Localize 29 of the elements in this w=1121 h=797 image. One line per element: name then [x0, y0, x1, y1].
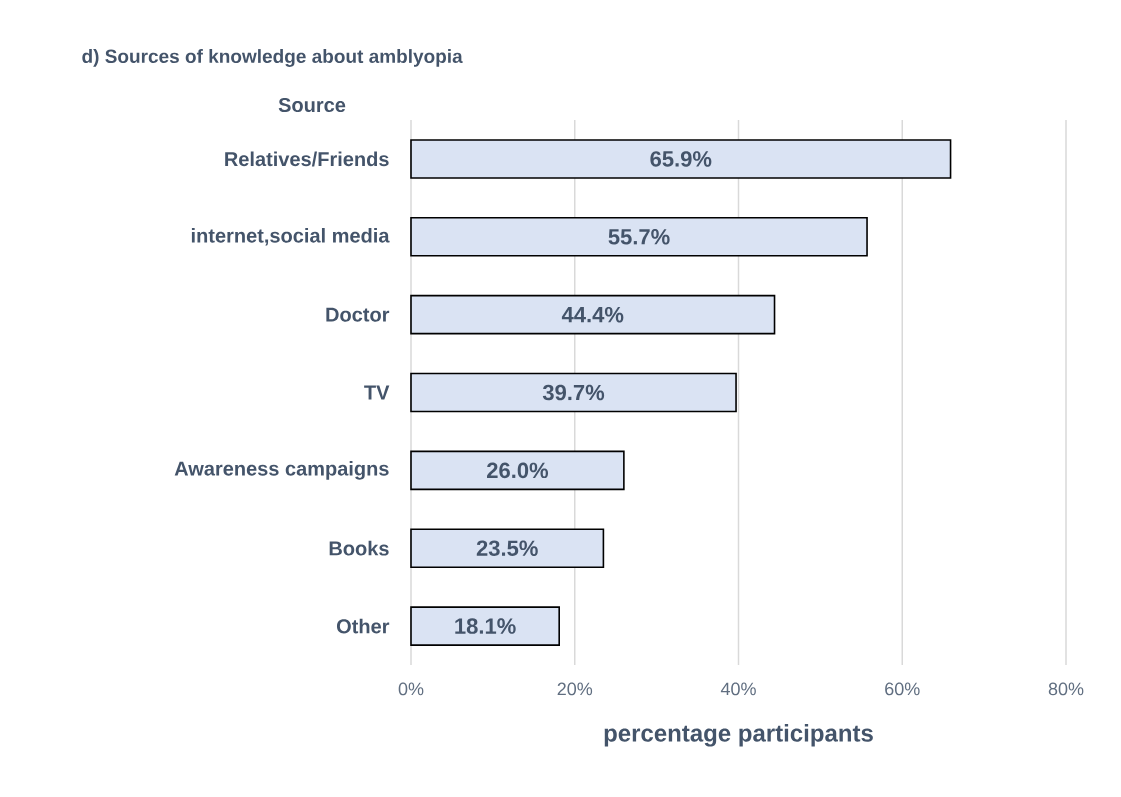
y-tick-label: Books — [329, 540, 389, 556]
data-label: 39.7% — [542, 384, 605, 401]
y-tick-label: Awareness campaigns — [174, 460, 389, 480]
x-axis-title: percentage participants — [604, 724, 873, 747]
bar — [410, 139, 952, 179]
data-label: 65.9% — [650, 151, 712, 167]
bar — [410, 216, 868, 257]
bar — [410, 528, 605, 569]
x-tick-label: 40% — [720, 682, 756, 696]
chart-title: d) Sources of knowledge about amblyopia — [82, 49, 463, 67]
bar — [410, 450, 625, 491]
x-tick-label: 0% — [398, 682, 424, 696]
data-label: 18.1% — [455, 618, 516, 634]
bar — [410, 294, 776, 335]
data-label: 44.4% — [561, 306, 624, 323]
y-tick-label: internet,social media — [191, 227, 390, 246]
bar — [410, 606, 560, 646]
y-tick-label: Doctor — [326, 307, 390, 322]
data-label: 23.5% — [476, 540, 538, 557]
x-tick-label: 20% — [557, 682, 593, 696]
data-label: 26.0% — [487, 462, 549, 479]
data-label: 55.7% — [608, 229, 670, 245]
bar — [410, 372, 737, 413]
x-tick-label: 60% — [885, 682, 920, 696]
x-tick-label: 80% — [1048, 682, 1084, 696]
y-tick-label: Other — [336, 618, 390, 634]
y-axis-title: Source — [278, 97, 346, 113]
y-tick-label: Relatives/Friends — [225, 151, 389, 167]
y-tick-label: TV — [364, 385, 390, 400]
